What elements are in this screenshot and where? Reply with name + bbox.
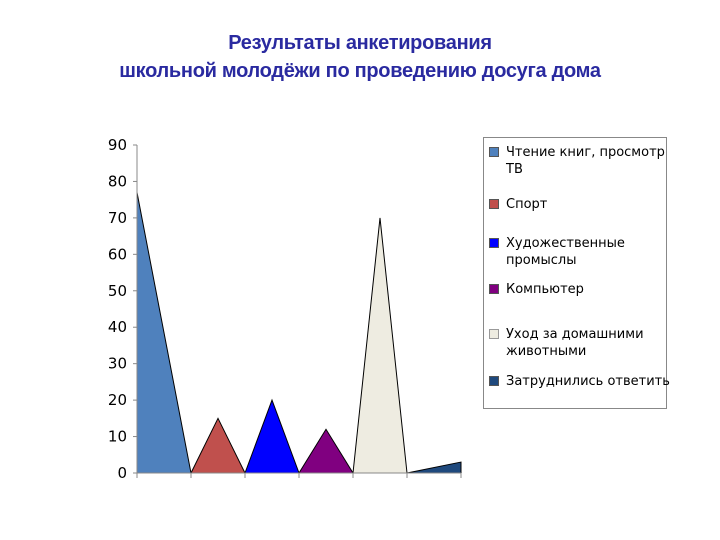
legend-swatch-5 xyxy=(489,329,499,339)
legend-label-3: Художественные промыслы xyxy=(506,236,625,268)
y-tick-label-10: 10 xyxy=(108,428,127,446)
y-tick-label-40: 40 xyxy=(108,318,127,336)
series-area-4 xyxy=(298,428,354,474)
y-tick-label-80: 80 xyxy=(108,172,127,190)
y-tick-label-30: 30 xyxy=(108,355,127,373)
legend-label-4: Компьютер xyxy=(506,282,584,297)
y-tick-label-0: 0 xyxy=(117,464,127,482)
chart-legend: Чтение книг, просмотр ТВ Спорт Художествен… xyxy=(483,137,670,409)
legend-swatch-4 xyxy=(489,284,499,294)
legend-label-5: Уход за домашними животными xyxy=(506,327,644,359)
chart-title-line-1: Результаты анкетирования xyxy=(228,32,492,54)
legend-item-4: Компьютер xyxy=(489,281,676,298)
series-area-5 xyxy=(352,217,408,474)
legend-item-6: Затруднились ответить xyxy=(489,373,676,390)
legend-swatch-2 xyxy=(489,199,499,209)
chart-title-line-2: школьной молодёжи по проведению досуга д… xyxy=(119,60,601,82)
y-tick-label-70: 70 xyxy=(108,209,127,227)
series-area-3 xyxy=(244,398,300,474)
legend-item-5: Уход за домашними животными xyxy=(489,326,676,360)
series-area-1 xyxy=(136,192,192,474)
legend-item-2: Спорт xyxy=(489,196,676,213)
y-tick-label-50: 50 xyxy=(108,282,127,300)
y-tick-label-60: 60 xyxy=(108,245,127,263)
legend-label-2: Спорт xyxy=(506,197,548,212)
legend-swatch-1 xyxy=(489,147,499,157)
legend-label-6: Затруднились ответить xyxy=(506,374,670,389)
legend-label-1: Чтение книг, просмотр ТВ xyxy=(506,145,665,177)
legend-swatch-6 xyxy=(489,376,499,386)
legend-swatch-3 xyxy=(489,238,499,248)
series-area-2 xyxy=(190,417,246,474)
legend-item-1: Чтение книг, просмотр ТВ xyxy=(489,144,676,178)
y-tick-label-20: 20 xyxy=(108,391,127,409)
series-area-6 xyxy=(406,461,462,474)
y-tick-label-90: 90 xyxy=(108,136,127,154)
legend-item-3: Художественные промыслы xyxy=(489,235,676,269)
